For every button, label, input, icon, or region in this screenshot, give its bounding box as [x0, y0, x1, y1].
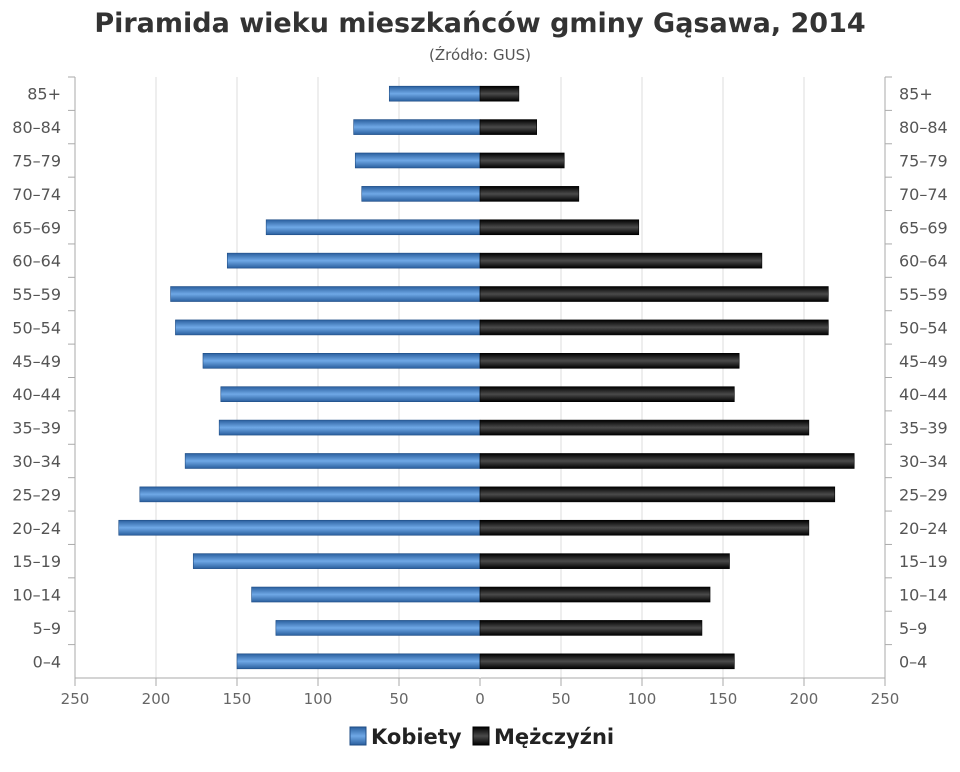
bar-kobiety-80-84[interactable]	[353, 119, 481, 135]
y-tick-labels: 85+ 85+ 80–84 80–84 75–79 75–79 70–74 70–74 65–6…	[12, 85, 947, 672]
y-tick-label-left: 15–19	[12, 552, 61, 571]
y-tick-label-right: 65–69	[899, 218, 948, 237]
bar-mezczyzni-15-19[interactable]	[479, 553, 730, 569]
y-tick-label-left: 80–84	[12, 118, 61, 137]
x-tick-label: 150	[709, 690, 738, 708]
bar-mezczyzni-5-9[interactable]	[479, 620, 703, 636]
y-tick-label-right: 30–34	[899, 452, 948, 471]
y-tick-label-left: 45–49	[12, 352, 61, 371]
bar-mezczyzni-0-4[interactable]	[479, 653, 735, 670]
y-tick-label-right: 50–54	[899, 318, 948, 337]
x-tick-label: 250	[871, 690, 900, 708]
legend: Kobiety Mężczyźni	[349, 725, 614, 749]
bars	[118, 85, 855, 670]
bar-kobiety-25-29[interactable]	[139, 486, 481, 503]
bar-mezczyzni-40-44[interactable]	[479, 386, 735, 402]
bar-mezczyzni-60-64[interactable]	[479, 252, 763, 269]
x-tick-labels: 250 200 150 100 50 0 50 100 150 200 250	[61, 690, 900, 708]
x-tick-label: 100	[628, 690, 657, 708]
bar-mezczyzni-80-84[interactable]	[479, 119, 538, 135]
legend-item-kobiety[interactable]: Kobiety	[349, 725, 462, 749]
y-tick-label-right: 25–29	[899, 485, 948, 504]
bar-kobiety-50-54[interactable]	[175, 319, 481, 336]
bar-mezczyzni-70-74[interactable]	[479, 186, 580, 202]
y-tick-label-left: 85+	[27, 85, 61, 104]
legend-swatch-mezczyzni	[472, 726, 490, 746]
chart-subtitle: (Źródło: GUS)	[429, 45, 531, 64]
y-tick-label-left: 50–54	[12, 318, 61, 337]
y-tick-label-left: 30–34	[12, 452, 61, 471]
bar-kobiety-60-64[interactable]	[226, 252, 481, 269]
x-tick-label: 200	[790, 690, 819, 708]
axes	[68, 76, 892, 686]
bar-mezczyzni-35-39[interactable]	[479, 419, 810, 436]
y-tick-label-right: 80–84	[899, 118, 948, 137]
bar-mezczyzni-10-14[interactable]	[479, 586, 711, 603]
chart-title: Piramida wieku mieszkańców gminy Gąsawa,…	[94, 8, 865, 39]
y-tick-label-left: 5–9	[33, 619, 61, 638]
x-tick-label: 0	[475, 690, 485, 708]
y-tick-label-left: 25–29	[12, 485, 61, 504]
bar-kobiety-10-14[interactable]	[251, 586, 481, 603]
y-tick-label-right: 60–64	[899, 252, 948, 271]
y-tick-label-right: 15–19	[899, 552, 948, 571]
y-tick-label-right: 45–49	[899, 352, 948, 371]
bar-kobiety-75-79[interactable]	[354, 152, 481, 169]
y-tick-label-right: 10–14	[899, 586, 948, 605]
x-tick-label: 250	[61, 690, 90, 708]
y-tick-label-left: 10–14	[12, 586, 61, 605]
bar-kobiety-55-59[interactable]	[170, 286, 481, 302]
x-tick-label: 150	[223, 690, 252, 708]
bar-kobiety-85+[interactable]	[388, 85, 481, 102]
legend-label-kobiety: Kobiety	[371, 725, 462, 749]
bar-mezczyzni-75-79[interactable]	[479, 152, 565, 169]
y-tick-label-right: 20–24	[899, 519, 948, 538]
bar-mezczyzni-30-34[interactable]	[479, 453, 855, 469]
y-tick-label-right: 55–59	[899, 285, 948, 304]
y-tick-label-left: 35–39	[12, 419, 61, 438]
x-tick-label: 50	[551, 690, 570, 708]
bar-mezczyzni-20-24[interactable]	[479, 519, 810, 536]
bar-kobiety-35-39[interactable]	[218, 419, 481, 436]
x-tick-label: 200	[142, 690, 171, 708]
bar-kobiety-0-4[interactable]	[236, 653, 481, 670]
x-tick-label: 100	[304, 690, 333, 708]
bar-kobiety-65-69[interactable]	[265, 219, 481, 236]
y-tick-label-right: 0–4	[899, 652, 927, 671]
y-tick-label-left: 60–64	[12, 252, 61, 271]
y-tick-label-left: 75–79	[12, 151, 61, 170]
bar-kobiety-5-9[interactable]	[275, 620, 481, 636]
bar-mezczyzni-25-29[interactable]	[479, 486, 836, 503]
bar-kobiety-45-49[interactable]	[202, 353, 481, 369]
y-tick-label-left: 65–69	[12, 218, 61, 237]
bar-mezczyzni-45-49[interactable]	[479, 353, 740, 369]
y-tick-label-left: 70–74	[12, 185, 61, 204]
y-tick-label-right: 35–39	[899, 419, 948, 438]
bar-kobiety-15-19[interactable]	[192, 553, 481, 569]
bar-kobiety-30-34[interactable]	[184, 453, 481, 469]
bar-mezczyzni-85+[interactable]	[479, 85, 520, 102]
legend-label-mezczyzni: Mężczyźni	[494, 725, 614, 749]
legend-swatch-kobiety	[349, 726, 367, 746]
y-tick-label-left: 40–44	[12, 385, 61, 404]
bar-kobiety-40-44[interactable]	[220, 386, 481, 402]
y-tick-label-left: 0–4	[33, 652, 61, 671]
y-tick-label-left: 20–24	[12, 519, 61, 538]
bar-mezczyzni-55-59[interactable]	[479, 286, 829, 302]
bar-mezczyzni-65-69[interactable]	[479, 219, 640, 236]
y-tick-label-right: 85+	[899, 85, 933, 104]
y-tick-label-right: 5–9	[899, 619, 927, 638]
bar-mezczyzni-50-54[interactable]	[479, 319, 829, 336]
legend-item-mezczyzni[interactable]: Mężczyźni	[472, 725, 614, 749]
y-tick-label-left: 55–59	[12, 285, 61, 304]
y-tick-label-right: 75–79	[899, 151, 948, 170]
y-tick-label-right: 40–44	[899, 385, 948, 404]
bar-kobiety-20-24[interactable]	[118, 519, 481, 536]
x-tick-label: 50	[389, 690, 408, 708]
bar-kobiety-70-74[interactable]	[361, 186, 481, 202]
y-tick-label-right: 70–74	[899, 185, 948, 204]
